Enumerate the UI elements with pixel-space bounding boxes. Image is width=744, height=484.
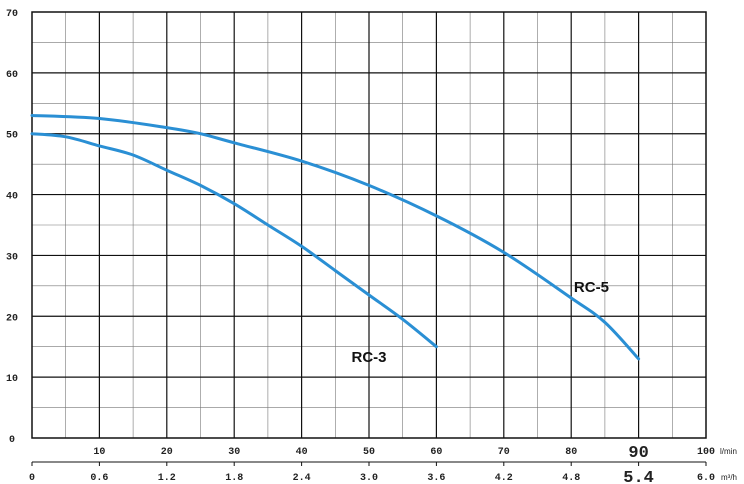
y-tick-label: 70 [6, 9, 18, 20]
x-axis-unit: l/min [720, 447, 737, 456]
x2-axis-ticks-m3h: 0 0.6 1.2 1.8 2.4 3.0 3.6 4.2 4.8 5.4 6.0 [29, 462, 715, 484]
major-grid [32, 12, 706, 438]
x-tick-label: 10 [93, 447, 105, 458]
plot-frame [31, 11, 707, 439]
y-axis-ticks: 0 10 20 30 40 50 60 70 [6, 9, 18, 446]
y-tick-label: 10 [6, 374, 18, 385]
y-tick-label: 20 [6, 313, 18, 324]
series-layer [30, 114, 641, 361]
x2-tick-label: 1.8 [225, 473, 243, 484]
y-tick-label: 50 [6, 131, 18, 142]
x-tick-label: 90 [628, 444, 648, 463]
x2-tick-label: 2.4 [293, 473, 311, 484]
series-label-layer: RC-3 RC-5 [351, 279, 608, 366]
series-line-rc-3 [30, 132, 438, 349]
x-tick-label: 100 [697, 447, 715, 458]
y-tick-label: 0 [9, 435, 15, 446]
series-line-rc-5 [30, 114, 641, 361]
x-tick-label: 50 [363, 447, 375, 458]
x-axis-ticks-lmin: 10 20 30 40 50 60 70 80 90 100 [93, 444, 715, 463]
x2-tick-label: 0.6 [90, 473, 108, 484]
series-label-rc-5: RC-5 [574, 279, 609, 296]
x2-tick-label: 4.8 [562, 473, 580, 484]
series-label-rc-3: RC-3 [351, 349, 386, 366]
x2-tick-label: 3.6 [427, 473, 445, 484]
x2-axis-unit: m³/h [721, 473, 737, 482]
y-tick-label: 60 [6, 70, 18, 81]
x2-tick-label: 5.4 [623, 469, 654, 484]
y-tick-label: 30 [6, 252, 18, 263]
x-tick-label: 30 [228, 447, 240, 458]
x2-tick-label: 1.2 [158, 473, 176, 484]
x2-tick-label: 6.0 [697, 473, 715, 484]
x-tick-label: 60 [430, 447, 442, 458]
x2-tick-label: 0 [29, 473, 35, 484]
x-tick-label: 70 [498, 447, 510, 458]
y-tick-label: 40 [6, 192, 18, 203]
x2-tick-label: 4.2 [495, 473, 513, 484]
x2-tick-label: 3.0 [360, 473, 378, 484]
x-tick-label: 20 [161, 447, 173, 458]
x-tick-label: 40 [296, 447, 308, 458]
x-tick-label: 80 [565, 447, 577, 458]
